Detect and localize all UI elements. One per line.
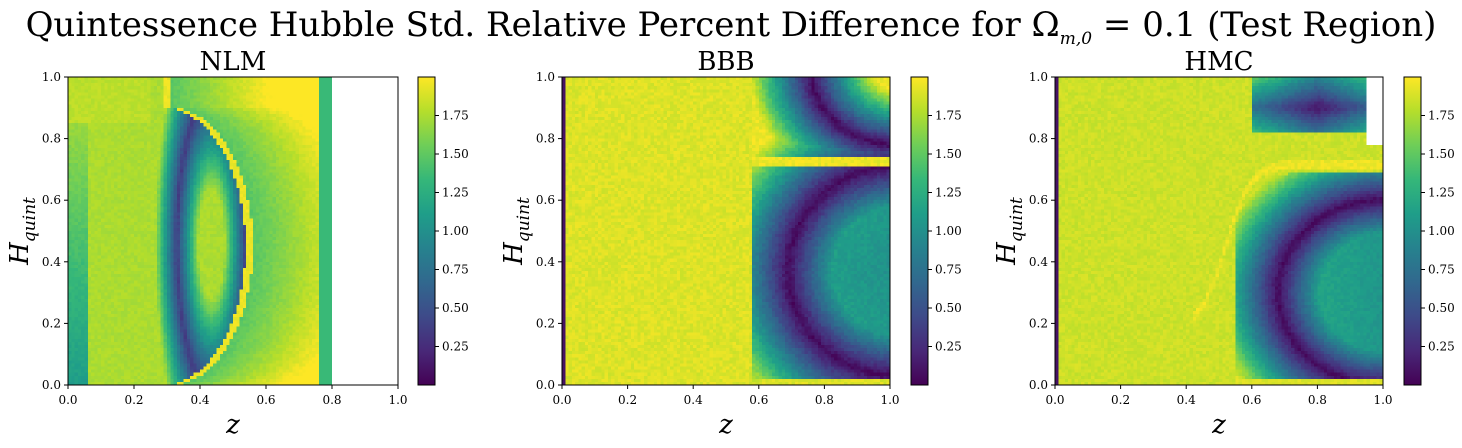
colorbar-tick-label: 0.25 xyxy=(1428,340,1455,354)
axes-frame xyxy=(67,76,399,386)
y-axis-label: Hquint xyxy=(499,197,534,266)
figure-title-subscript: m,0 xyxy=(1060,29,1093,49)
axes-frame xyxy=(1054,76,1384,386)
figure-title: Quintessence Hubble Std. Relative Percen… xyxy=(26,5,1437,49)
colorbar-tick-label: 0.50 xyxy=(442,301,469,315)
colorbar-tick-label: 0.25 xyxy=(935,340,962,354)
y-axis-label: Hquint xyxy=(992,197,1027,266)
y-tick-label: 0.0 xyxy=(42,378,61,392)
y-tick-label: 0.0 xyxy=(1029,378,1048,392)
colorbar-tick-label: 1.75 xyxy=(935,109,962,123)
colorbar-tick-label: 1.00 xyxy=(935,224,962,238)
panel-title: NLM xyxy=(200,47,267,77)
y-tick-label: 0.6 xyxy=(1029,193,1048,207)
x-axis-label: z xyxy=(718,410,733,440)
panel-bbb: BBB 0.0 0.2 0.4 0.6 0.8 1.0 0.0 0.2 0.4 0.6 0.8 1.0 z… xyxy=(499,47,962,440)
x-tick-label: 1.0 xyxy=(880,393,899,407)
colorbar-tick-label: 0.75 xyxy=(442,263,469,277)
y-tick-label: 0.8 xyxy=(1029,132,1048,146)
y-tick-label: 0.8 xyxy=(42,132,61,146)
x-tick-label: 0.2 xyxy=(618,393,637,407)
axes-frame xyxy=(561,76,891,386)
heatmap-image-nlm xyxy=(68,77,398,385)
x-tick-label: 0.8 xyxy=(1308,393,1327,407)
x-tick-label: 0.2 xyxy=(124,393,143,407)
colorbar xyxy=(1403,76,1422,386)
x-tick-label: 1.0 xyxy=(388,393,407,407)
colorbar xyxy=(417,76,436,386)
x-axis-label: z xyxy=(1211,410,1226,440)
x-tick-label: 0.4 xyxy=(1177,393,1196,407)
colorbar-tick-label: 1.75 xyxy=(442,109,469,123)
colorbar-tick-label: 0.50 xyxy=(1428,301,1455,315)
x-tick-label: 0.6 xyxy=(1242,393,1261,407)
colorbar-tick-label: 1.25 xyxy=(442,186,469,200)
panel-title: BBB xyxy=(697,47,754,77)
colorbar xyxy=(910,76,929,386)
y-tick-label: 0.4 xyxy=(42,255,61,269)
x-tick-label: 0.6 xyxy=(749,393,768,407)
colorbar-tick-label: 1.00 xyxy=(1428,224,1455,238)
colorbar-tick-label: 1.25 xyxy=(1428,186,1455,200)
x-tick-label: 0.6 xyxy=(256,393,275,407)
heatmap-image-hmc xyxy=(1055,77,1383,385)
colorbar-tick-label: 1.25 xyxy=(935,186,962,200)
panel-nlm: NLM 0.0 0.2 0.4 0.6 0.8 1.0 0.0 0.2 0.4 0.6 0.8 1.0 z… xyxy=(5,47,469,440)
x-tick-label: 0.8 xyxy=(815,393,834,407)
colorbar-tick-label: 1.75 xyxy=(1428,109,1455,123)
y-tick-label: 0.2 xyxy=(42,316,61,330)
x-axis-label: z xyxy=(225,410,240,440)
x-tick-label: 0.4 xyxy=(190,393,209,407)
x-tick-label: 0.8 xyxy=(322,393,341,407)
y-tick-label: 0.2 xyxy=(1029,316,1048,330)
colorbar-tick-label: 0.75 xyxy=(935,263,962,277)
x-tick-label: 0.0 xyxy=(1045,393,1064,407)
y-tick-label: 1.0 xyxy=(1029,70,1048,84)
panel-hmc: HMC 0.0 0.2 0.4 0.6 0.8 1.0 0.0 0.2 0.4 0.6 0.8 1.0 z… xyxy=(992,47,1455,440)
y-axis-label: Hquint xyxy=(5,197,40,266)
colorbar-tick-label: 0.50 xyxy=(935,301,962,315)
x-tick-label: 1.0 xyxy=(1373,393,1392,407)
x-tick-label: 0.0 xyxy=(58,393,77,407)
y-tick-label: 0.6 xyxy=(42,193,61,207)
y-tick-label: 1.0 xyxy=(536,70,555,84)
panel-title: HMC xyxy=(1184,47,1253,77)
colorbar-tick-label: 0.75 xyxy=(1428,263,1455,277)
y-tick-label: 1.0 xyxy=(42,70,61,84)
y-tick-label: 0.4 xyxy=(536,255,555,269)
colorbar-tick-label: 1.00 xyxy=(442,224,469,238)
colorbar-tick-label: 0.25 xyxy=(442,340,469,354)
colorbar-tick-label: 1.50 xyxy=(1428,147,1455,161)
heatmap-image-bbb xyxy=(562,77,890,385)
x-tick-label: 0.0 xyxy=(552,393,571,407)
x-tick-label: 0.4 xyxy=(684,393,703,407)
x-tick-label: 0.2 xyxy=(1111,393,1130,407)
y-tick-label: 0.0 xyxy=(536,378,555,392)
y-tick-label: 0.8 xyxy=(536,132,555,146)
colorbar-tick-label: 1.50 xyxy=(442,147,469,161)
y-tick-label: 0.4 xyxy=(1029,255,1048,269)
y-tick-label: 0.2 xyxy=(536,316,555,330)
colorbar-tick-label: 1.50 xyxy=(935,147,962,161)
y-tick-label: 0.6 xyxy=(536,193,555,207)
